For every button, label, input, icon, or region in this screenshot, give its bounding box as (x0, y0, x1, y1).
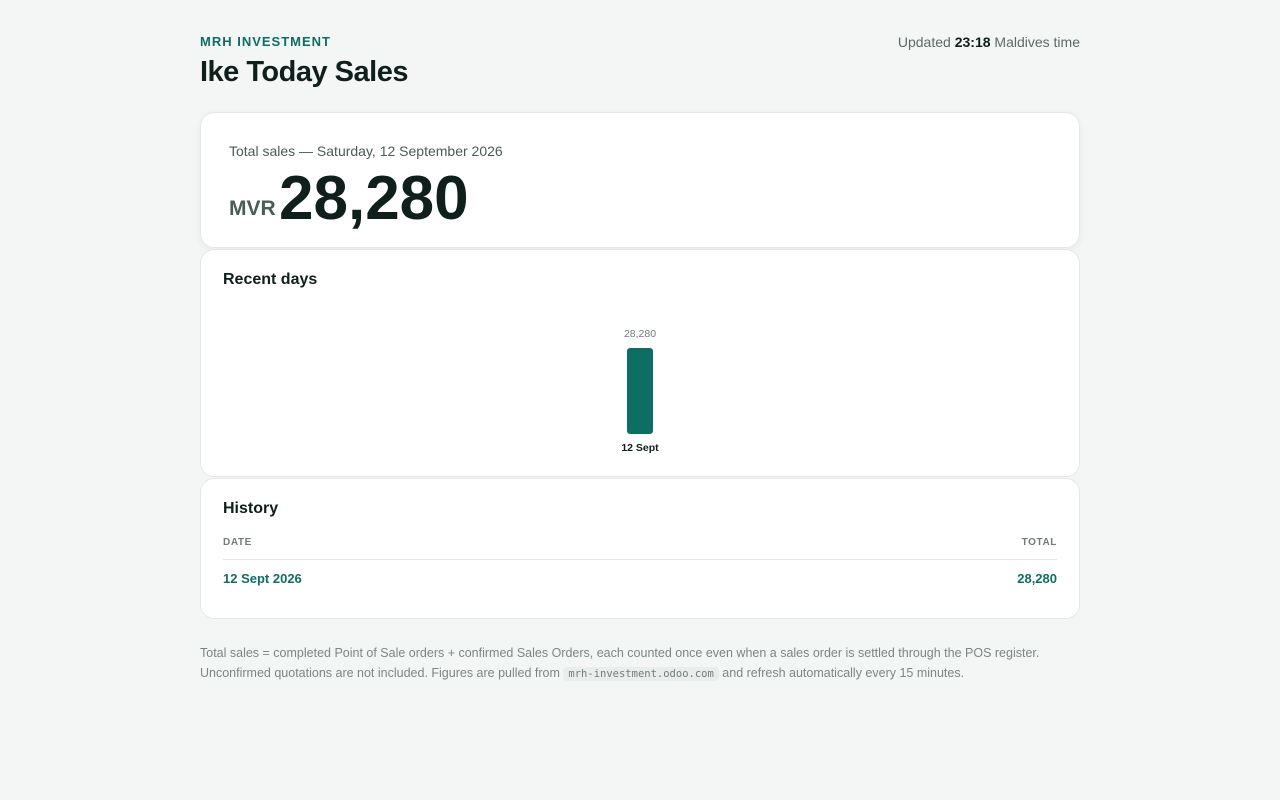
footnote-text-start: Total sales = completed Point of Sale or… (200, 646, 1040, 680)
column-header-total: TOTAL (1021, 537, 1057, 548)
brand-label: MRH INVESTMENT (200, 34, 331, 49)
recent-days-chart: 28,280 12 Sept (621, 328, 659, 454)
table-divider (223, 559, 1057, 560)
updated-status: Updated 23:18 Maldives time (898, 34, 1080, 50)
updated-suffix: Maldives time (994, 34, 1080, 50)
page-title: Ike Today Sales (200, 56, 408, 88)
updated-prefix: Updated (897, 34, 951, 50)
chart-bar (627, 348, 653, 434)
currency-label: MVR (229, 197, 276, 220)
history-title: History (223, 500, 279, 517)
column-header-date: DATE (223, 537, 252, 548)
recent-days-card: Recent days 28,280 12 Sept (200, 249, 1080, 477)
history-row-date: 12 Sept 2026 (223, 571, 302, 586)
table-row: 12 Sept 2026 28,280 (223, 571, 1057, 591)
chart-value-label: 28,280 (624, 328, 656, 340)
total-sales-card: Total sales — Saturday, 12 September 202… (200, 112, 1080, 248)
dashboard: MRH INVESTMENT Ike Today Sales Updated 2… (200, 0, 1080, 681)
footnote-source-domain: mrh-investment.odoo.com (563, 667, 719, 681)
total-sales-caption: Total sales — Saturday, 12 September 202… (229, 143, 503, 159)
footnote: Total sales = completed Point of Sale or… (200, 643, 1080, 684)
recent-days-title: Recent days (223, 271, 318, 288)
history-card: History DATE TOTAL 12 Sept 2026 28,280 (200, 478, 1080, 619)
history-row-total: 28,280 (1017, 571, 1057, 586)
page-header: MRH INVESTMENT Ike Today Sales Updated 2… (200, 0, 1080, 112)
chart-category-label: 12 Sept (621, 442, 659, 454)
total-sales-amount: 28,280 (279, 164, 469, 233)
footnote-text-end: and refresh automatically every 15 minut… (722, 666, 965, 680)
updated-time: 23:18 (954, 34, 991, 50)
